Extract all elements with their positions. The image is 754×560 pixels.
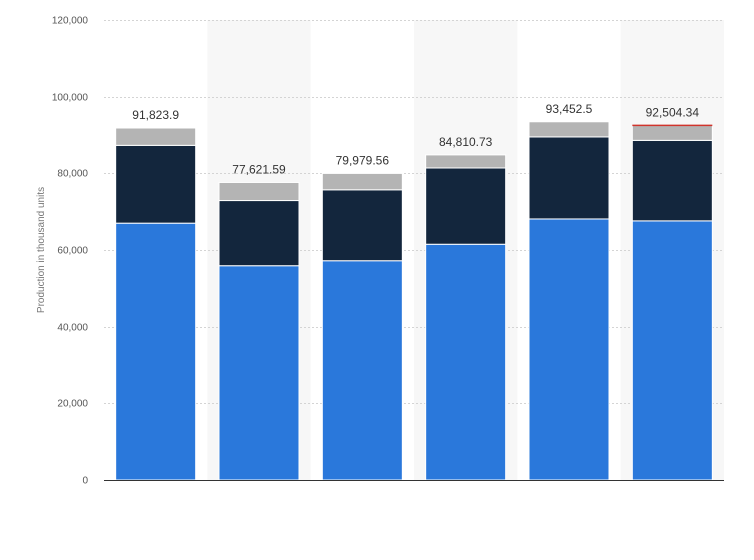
- y-tick-label: 120,000: [52, 16, 89, 27]
- bar-segment-series-2: [631, 139, 713, 222]
- total-label: 84,810.73: [439, 135, 493, 149]
- y-axis-label: Production in thousand units: [36, 187, 47, 313]
- bar-segment-series-3: [631, 124, 713, 141]
- bar-segment-series-1: [425, 243, 507, 481]
- bar-segment-series-1: [528, 218, 610, 481]
- bar-segment-series-1: [321, 260, 403, 481]
- bar-segment-series-1: [631, 220, 713, 481]
- y-tick-label: 40,000: [57, 323, 88, 334]
- bar-segment-series-2: [115, 144, 197, 224]
- bar-segment-series-1: [115, 222, 197, 481]
- y-tick-label: 80,000: [57, 169, 88, 180]
- bar-segment-series-3: [321, 172, 403, 191]
- bar-segment-series-2: [425, 167, 507, 245]
- y-tick-label: 60,000: [57, 246, 88, 257]
- total-label: 93,452.5: [546, 102, 593, 116]
- total-label: 79,979.56: [336, 153, 390, 167]
- y-axis-ticks: 0 20,000 40,000 60,000 80,000 100,000 120,000: [52, 16, 89, 487]
- y-tick-label: 0: [82, 476, 88, 487]
- bar-segment-series-3: [528, 121, 610, 138]
- bar-segment-series-2: [321, 189, 403, 262]
- bar-segment-series-2: [218, 200, 300, 267]
- bar-segment-series-1: [218, 265, 300, 481]
- bar-segment-series-2: [528, 136, 610, 220]
- bar-segment-series-3: [425, 154, 507, 169]
- bar-segment-series-3: [115, 127, 197, 146]
- total-label: 77,621.59: [232, 162, 286, 176]
- total-label: 92,504.34: [646, 105, 700, 119]
- y-tick-label: 100,000: [52, 93, 89, 104]
- bar-segment-series-3: [218, 181, 300, 202]
- total-label: 91,823.9: [132, 108, 179, 122]
- bars: [115, 121, 713, 481]
- y-tick-label: 20,000: [57, 399, 88, 410]
- total-labels: 91,823.9 77,621.59 79,979.56 84,810.73 93,45…: [132, 102, 699, 177]
- gridlines: [104, 20, 724, 404]
